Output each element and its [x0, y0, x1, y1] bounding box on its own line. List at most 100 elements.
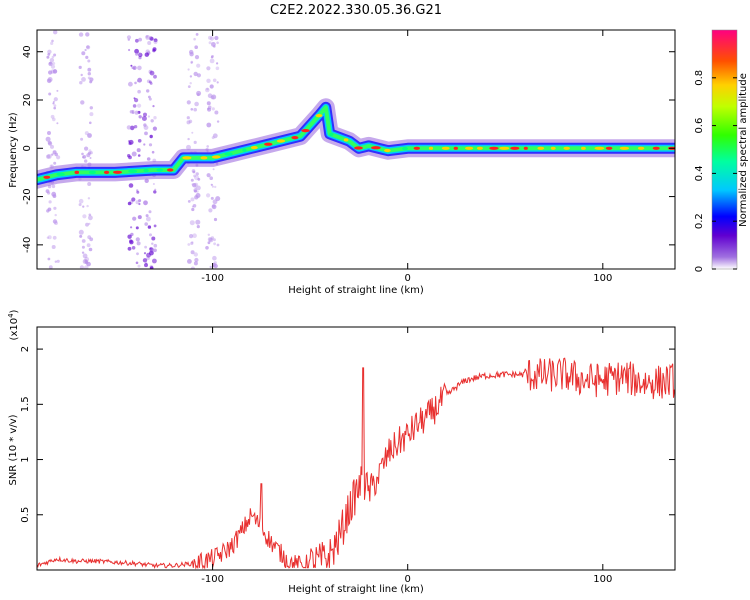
spectrogram-noise-speck	[53, 106, 56, 110]
spectrogram-noise-speck	[142, 258, 148, 263]
spectrogram-noise-speck	[153, 116, 157, 120]
spectrogram-noise-speck	[52, 100, 55, 103]
spectrogram-noise-speck	[135, 261, 139, 265]
spectrogram-noise-speck	[52, 117, 56, 122]
spectrogram-noise-speck	[54, 213, 57, 217]
spectrogram-noise-speck	[48, 92, 52, 96]
spectrogram-image	[37, 30, 675, 269]
spectrogram-noise-speck	[129, 239, 133, 243]
spectrogram-ylabel: Frequency (Hz)	[8, 112, 19, 188]
spectrogram-noise-speck	[210, 196, 214, 200]
spectrogram-noise-speck	[191, 207, 195, 212]
spectrogram-hot-spot	[453, 146, 458, 150]
spectrogram-noise-speck	[144, 263, 148, 268]
spectrogram-noise-speck	[79, 81, 83, 85]
spectrogram-noise-speck	[207, 237, 213, 242]
figure-title: C2E2.2022.330.05.36.G21	[270, 3, 442, 18]
snr-ytick-label: 1	[20, 456, 31, 462]
snr-ylabel: SNR (10 * v/v)	[8, 414, 19, 485]
spectrogram-noise-speck	[53, 206, 57, 210]
spectrogram-noise-speck	[194, 101, 199, 107]
spectrogram-noise-speck	[126, 35, 132, 40]
spectrogram-hot-spot	[301, 129, 310, 133]
spectrogram-hot-spot	[402, 147, 408, 151]
spectrogram-noise-speck	[137, 154, 141, 157]
spectrogram-noise-speck	[187, 200, 191, 203]
spectrogram-noise-speck	[127, 81, 133, 87]
spectrogram-hot-spot	[441, 146, 450, 150]
spectrogram-hot-spot	[550, 146, 556, 150]
spectrogram-noise-speck	[144, 52, 149, 57]
spectrogram-noise-speck	[214, 35, 219, 41]
spectrogram-noise-speck	[143, 112, 147, 117]
spectrogram-noise-speck	[137, 139, 142, 143]
spectrogram-hot-spot	[637, 146, 645, 150]
spectrogram-noise-speck	[195, 33, 199, 36]
spectrogram-noise-speck	[86, 261, 91, 267]
spectrogram-noise-speck	[130, 64, 133, 67]
spectrogram-noise-speck	[213, 242, 217, 246]
svg-text:(x104): (x104)	[7, 309, 20, 340]
spectrogram-noise-speck	[47, 235, 52, 240]
spectrogram-noise-speck	[211, 107, 215, 111]
spectrogram-noise-speck	[53, 104, 57, 107]
spectrogram-hot-spot	[88, 170, 96, 174]
spectrogram-hot-spot	[413, 146, 420, 150]
spectrogram-noise-speck	[137, 77, 143, 83]
spectrogram-noise-speck	[48, 200, 52, 204]
spectrogram-noise-speck	[135, 200, 140, 205]
spectrogram-noise-speck	[52, 235, 57, 240]
spectrogram-noise-speck	[151, 242, 154, 245]
spectrogram-noise-speck	[152, 183, 155, 185]
spectrogram-noise-speck	[52, 69, 58, 74]
spectrogram-noise-speck	[145, 214, 149, 218]
spectrogram-noise-speck	[83, 265, 89, 269]
snr-multiplier-base: (x10	[9, 318, 20, 341]
spectrogram-noise-speck	[148, 80, 152, 84]
spectrogram-noise-speck	[190, 178, 194, 182]
spectrogram-noise-speck	[144, 178, 149, 183]
spectrogram-noise-speck	[46, 154, 51, 159]
spectrogram-noise-speck	[208, 208, 213, 213]
spectrogram-noise-speck	[152, 47, 157, 52]
spectrogram-noise-speck	[147, 115, 150, 118]
spectrogram-noise-speck	[187, 137, 190, 141]
snr-xtick-label: -100	[201, 574, 224, 585]
spectrogram-noise-speck	[134, 81, 137, 85]
spectrogram-hot-spot	[315, 114, 323, 118]
spectrogram-noise-speck	[56, 89, 59, 92]
spectrogram-noise-speck	[192, 170, 196, 174]
spectrogram-noise-speck	[137, 52, 142, 57]
snr-ytick-label: 0.5	[20, 507, 31, 523]
spectrogram-noise-speck	[148, 143, 153, 147]
spectrogram-xtick-label: -100	[201, 273, 224, 284]
colorbar-tick-label: 0	[694, 266, 705, 272]
spectrogram-hot-spot	[128, 169, 138, 173]
spectrogram-noise-speck	[86, 45, 90, 49]
spectrogram-noise-speck	[187, 85, 191, 88]
spectrogram-noise-speck	[209, 36, 215, 41]
spectrogram-noise-speck	[81, 77, 86, 82]
spectrogram-noise-speck	[47, 77, 53, 82]
spectrogram-noise-speck	[192, 233, 197, 238]
spectrogram-noise-speck	[146, 252, 151, 258]
spectrogram-noise-speck	[143, 252, 147, 255]
spectrogram-hot-spot	[489, 146, 499, 150]
spectrogram-noise-speck	[48, 141, 53, 146]
spectrogram-noise-speck	[215, 66, 220, 71]
spectrogram-noise-speck	[47, 53, 51, 56]
spectrogram-noise-speck	[84, 146, 89, 151]
spectrogram-noise-speck	[209, 176, 213, 180]
spectrogram-hot-spot	[200, 156, 208, 160]
spectrogram-noise-speck	[136, 241, 141, 246]
spectrogram-noise-speck	[216, 62, 219, 65]
spectrogram-hot-spot	[465, 146, 474, 150]
spectrogram-noise-speck	[189, 52, 194, 57]
spectrogram-hot-spot	[563, 146, 570, 150]
spectrogram-noise-speck	[193, 252, 198, 257]
spectrogram-noise-speck	[149, 247, 153, 251]
spectrogram-noise-speck	[138, 52, 143, 58]
spectrogram-noise-speck	[153, 224, 157, 228]
spectrogram-noise-speck	[153, 39, 158, 45]
spectrogram-noise-speck	[212, 133, 218, 139]
